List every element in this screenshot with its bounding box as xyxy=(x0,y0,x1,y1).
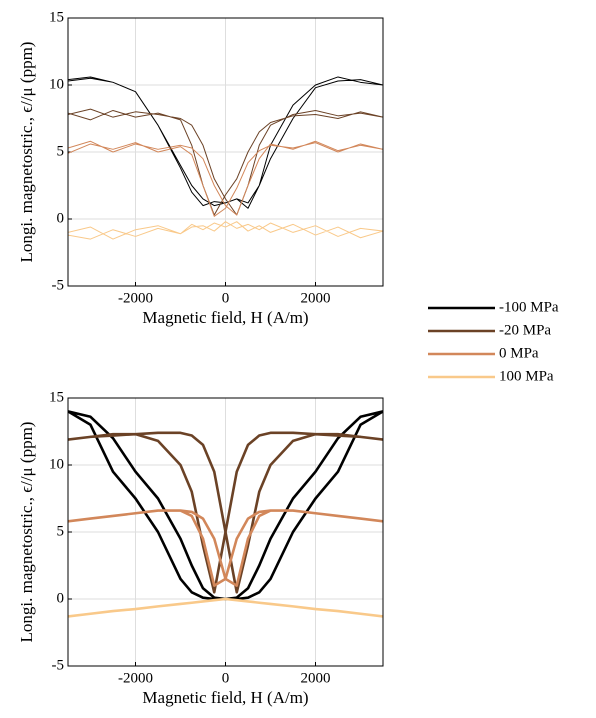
x-axis-label: Magnetic field, H (A/m) xyxy=(142,308,308,327)
y-axis-label: Longi. magnetostric., ϵ//μ (ppm) xyxy=(17,42,36,263)
legend-label: -100 MPa xyxy=(499,299,559,315)
x-axis-label: Magnetic field, H (A/m) xyxy=(142,688,308,707)
x-tick-label: -2000 xyxy=(118,670,153,686)
y-tick-label: 0 xyxy=(57,590,65,606)
y-tick-label: 15 xyxy=(49,9,64,25)
axes-box xyxy=(67,397,384,667)
data-line xyxy=(68,140,383,217)
x-tick-label: 2000 xyxy=(301,670,331,686)
y-tick-label: -5 xyxy=(52,657,65,673)
y-tick-label: -5 xyxy=(52,277,65,293)
y-tick-label: 15 xyxy=(49,389,64,405)
y-tick-label: 10 xyxy=(49,456,64,472)
data-line xyxy=(68,597,383,618)
y-tick-label: 5 xyxy=(57,143,65,159)
x-tick-label: -2000 xyxy=(118,290,153,306)
y-tick-label: 10 xyxy=(49,76,64,92)
legend-label: -20 MPa xyxy=(499,322,551,338)
data-line xyxy=(68,221,383,240)
axes-box xyxy=(67,17,384,287)
data-line xyxy=(68,431,383,594)
legend-label: 100 MPa xyxy=(499,368,554,384)
x-tick-label: 2000 xyxy=(301,290,331,306)
data-line xyxy=(68,509,383,587)
y-tick-label: 5 xyxy=(57,523,65,539)
legend-label: 0 MPa xyxy=(499,345,539,361)
data-line xyxy=(68,108,383,216)
data-line xyxy=(68,410,383,601)
y-tick-label: 0 xyxy=(57,210,65,226)
x-tick-label: 0 xyxy=(222,290,230,306)
data-line xyxy=(68,76,383,209)
plot-lines xyxy=(68,76,383,240)
y-axis-label: Longi. magnetostric., ϵ//μ (ppm) xyxy=(17,422,36,643)
plot-lines xyxy=(68,410,383,618)
x-tick-label: 0 xyxy=(222,670,230,686)
